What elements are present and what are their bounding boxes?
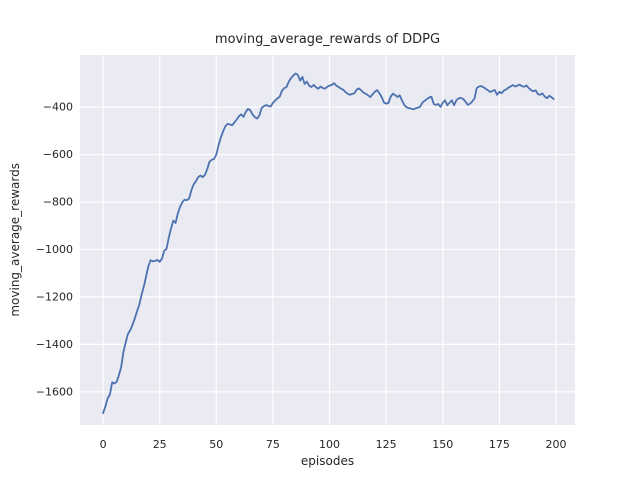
x-tick-label: 25	[153, 438, 167, 451]
y-tick-label: −1200	[36, 290, 73, 303]
x-tick-label: 100	[319, 438, 340, 451]
y-axis-label-wrap: moving_average_rewards	[2, 55, 28, 425]
x-tick-label: 50	[209, 438, 223, 451]
x-tick-label: 200	[546, 438, 567, 451]
x-tick-label: 125	[376, 438, 397, 451]
x-tick-label: 175	[489, 438, 510, 451]
x-axis-label: episodes	[300, 454, 355, 468]
reward-line	[102, 72, 555, 415]
x-tick-label: 0	[100, 438, 107, 451]
y-tick-label: −400	[43, 101, 73, 114]
x-tick-label: 75	[266, 438, 280, 451]
y-tick-label: −800	[43, 196, 73, 209]
chart-title: moving_average_rewards of DDPG	[214, 32, 441, 47]
y-tick-label: −1000	[36, 243, 73, 256]
plot-area	[80, 55, 575, 425]
x-tick-label: 150	[432, 438, 453, 451]
y-tick-label: −600	[43, 148, 73, 161]
y-axis-label: moving_average_rewards	[8, 163, 22, 317]
y-tick-label: −1400	[36, 338, 73, 351]
y-tick-label: −1600	[36, 385, 73, 398]
